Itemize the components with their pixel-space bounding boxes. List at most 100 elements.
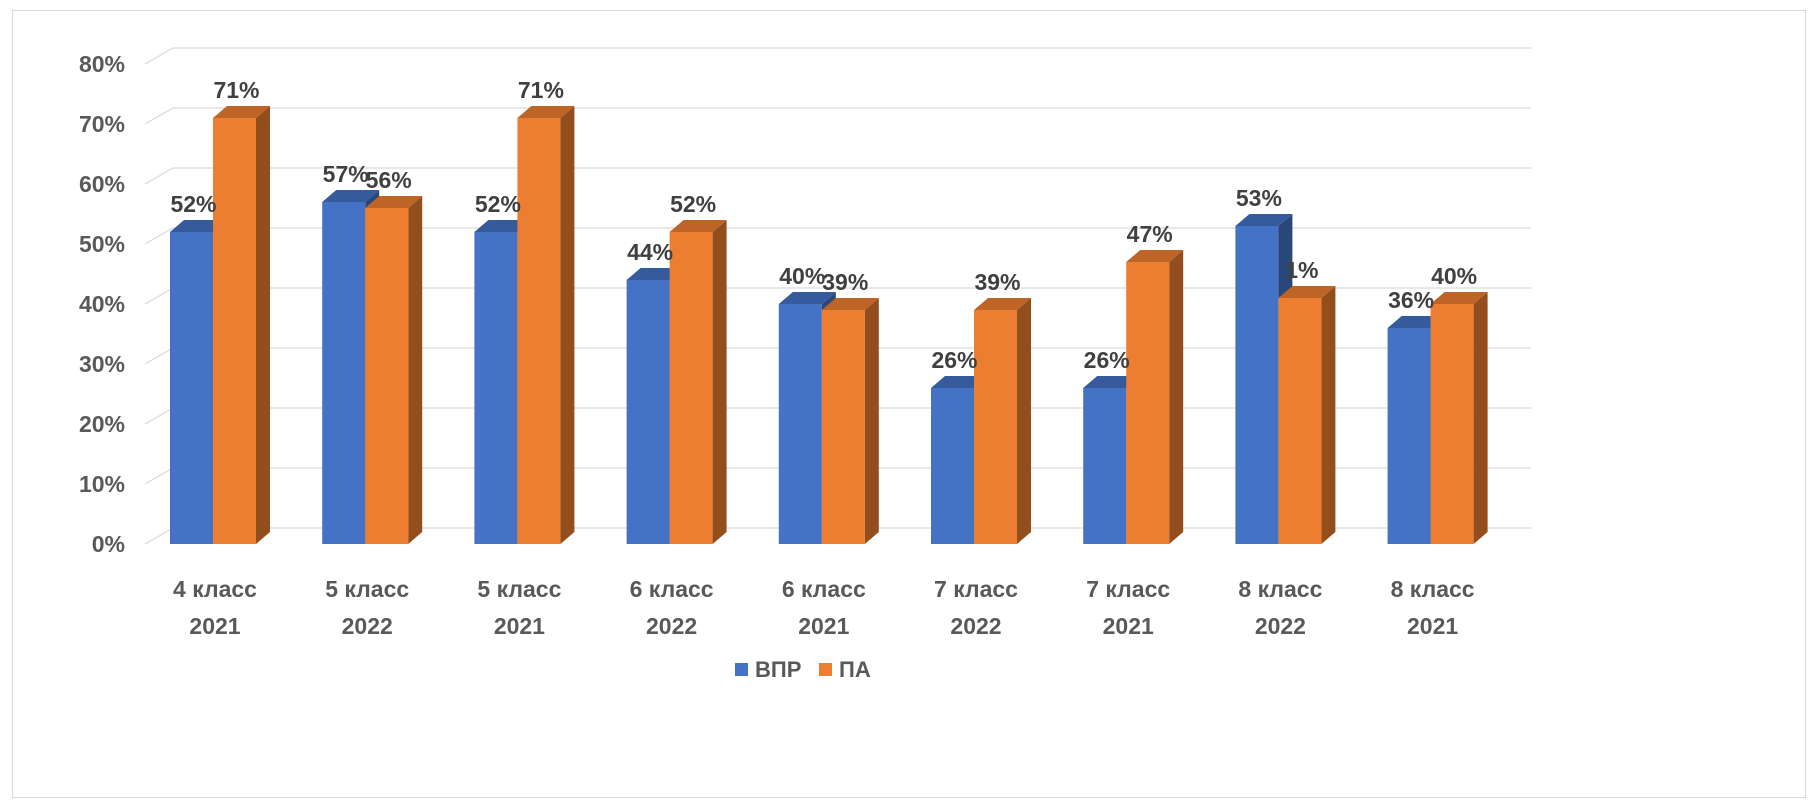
bar-ПА — [1430, 292, 1488, 544]
bar-front — [821, 310, 865, 544]
data-label: 36% — [1388, 287, 1434, 313]
x-tick-label: 7 класс — [1086, 576, 1170, 602]
bar-front — [778, 304, 822, 544]
bar-front — [669, 232, 713, 544]
bar-top — [1430, 292, 1488, 304]
bar-top — [1235, 214, 1293, 226]
data-label: 47% — [1127, 221, 1173, 247]
bar-ПА — [213, 106, 270, 544]
bar-front — [213, 118, 256, 544]
bar-side — [1017, 298, 1031, 544]
gridline-slant — [144, 407, 174, 425]
x-tick-label: 2021 — [494, 613, 545, 639]
bar-front — [322, 202, 366, 544]
x-tick-label: 6 класс — [782, 576, 866, 602]
bar-front — [517, 118, 561, 544]
data-label: 52% — [475, 191, 521, 217]
bar-top — [517, 106, 575, 118]
bar-top — [1126, 250, 1184, 262]
gridline-slant — [144, 107, 174, 125]
bar-ПА — [365, 196, 423, 544]
data-label: 52% — [170, 191, 216, 217]
data-label: 39% — [974, 269, 1020, 295]
x-tick-label: 5 класс — [477, 576, 561, 602]
bar-top — [778, 292, 836, 304]
bar-ПА — [669, 220, 727, 544]
y-tick-label: 30% — [79, 351, 125, 377]
data-labels: 52%71%57%56%52%71%44%52%40%39%26%39%26%4… — [170, 77, 1477, 373]
bar-top — [1083, 376, 1141, 388]
bar-front — [626, 280, 670, 544]
bar-ПА — [974, 298, 1031, 544]
x-tick-label: 8 класс — [1238, 576, 1322, 602]
data-label: 44% — [627, 239, 673, 265]
gridline-slant — [144, 227, 174, 245]
bar-chart: 0% 10% 20% 30% 40% 50% 60% 70% 80% 52% 71% 57%56% 52… — [79, 47, 1531, 682]
bar-top — [626, 268, 684, 280]
bar-top — [322, 190, 380, 202]
y-tick-label: 0% — [92, 531, 125, 557]
gridline-slant — [144, 167, 174, 185]
legend-label: ПА — [839, 657, 871, 682]
bar-front — [931, 388, 974, 544]
bar-front — [1235, 226, 1279, 544]
bar-front — [1387, 328, 1431, 544]
x-tick-label: 8 класс — [1391, 576, 1475, 602]
x-tick-label: 2022 — [950, 613, 1001, 639]
bar-ПА — [1278, 286, 1336, 544]
bar-top — [974, 298, 1031, 310]
data-label: 1% — [1285, 257, 1318, 283]
data-label: 40% — [1431, 263, 1477, 289]
x-tick-label: 2022 — [342, 613, 393, 639]
chart-frame: 0% 10% 20% 30% 40% 50% 60% 70% 80% 52% 71% 57% 56% 52… — [12, 10, 1806, 798]
bar-ПА — [517, 106, 575, 544]
data-label: 71% — [518, 77, 564, 103]
bar-top — [170, 220, 227, 232]
y-axis: 0% 10% 20% 30% 40% 50% 60% 70% 80% — [79, 51, 125, 557]
bar-ПА — [821, 298, 879, 544]
x-axis: 4 класс 2021 5 класс 2022 5 класс 2021 6 класс… — [173, 576, 1475, 639]
data-label: 56% — [366, 167, 412, 193]
y-tick-label: 40% — [79, 291, 125, 317]
x-tick-label: 6 класс — [630, 576, 714, 602]
data-label: 26% — [1084, 347, 1130, 373]
bar-top — [365, 196, 423, 208]
bar-side — [408, 196, 423, 544]
y-tick-label: 70% — [79, 111, 125, 137]
data-label: 40% — [779, 263, 825, 289]
y-tick-label: 50% — [79, 231, 125, 257]
bar-top — [821, 298, 879, 310]
bar-side — [864, 298, 879, 544]
y-tick-label: 10% — [79, 471, 125, 497]
data-label: 57% — [323, 161, 369, 187]
bar-top — [1278, 286, 1336, 298]
bar-top — [213, 106, 270, 118]
legend-swatch — [819, 663, 832, 676]
gridline-slant — [144, 467, 174, 485]
bar-front — [974, 310, 1017, 544]
bar-side — [256, 106, 270, 544]
gridline-slant — [144, 47, 174, 65]
x-tick-label: 5 класс — [325, 576, 409, 602]
bar-top — [1387, 316, 1445, 328]
data-label: 71% — [213, 77, 259, 103]
bar-top — [474, 220, 532, 232]
y-tick-label: 80% — [79, 51, 125, 77]
x-tick-label: 2021 — [189, 613, 240, 639]
bar-front — [1083, 388, 1127, 544]
bar-front — [474, 232, 518, 544]
gridline-slant — [144, 347, 174, 365]
x-tick-label: 2022 — [1255, 613, 1306, 639]
data-label: 52% — [670, 191, 716, 217]
x-tick-label: 2021 — [1407, 613, 1458, 639]
gridline-slant — [144, 527, 174, 545]
x-tick-label: 7 класс — [934, 576, 1018, 602]
bar-ПА — [1126, 250, 1184, 544]
x-tick-label: 4 класс — [173, 576, 257, 602]
legend-swatch — [735, 663, 748, 676]
x-tick-label: 2021 — [1103, 613, 1154, 639]
y-tick-label: 20% — [79, 411, 125, 437]
bar-front — [170, 232, 213, 544]
bar-top — [669, 220, 727, 232]
bar-front — [365, 208, 409, 544]
